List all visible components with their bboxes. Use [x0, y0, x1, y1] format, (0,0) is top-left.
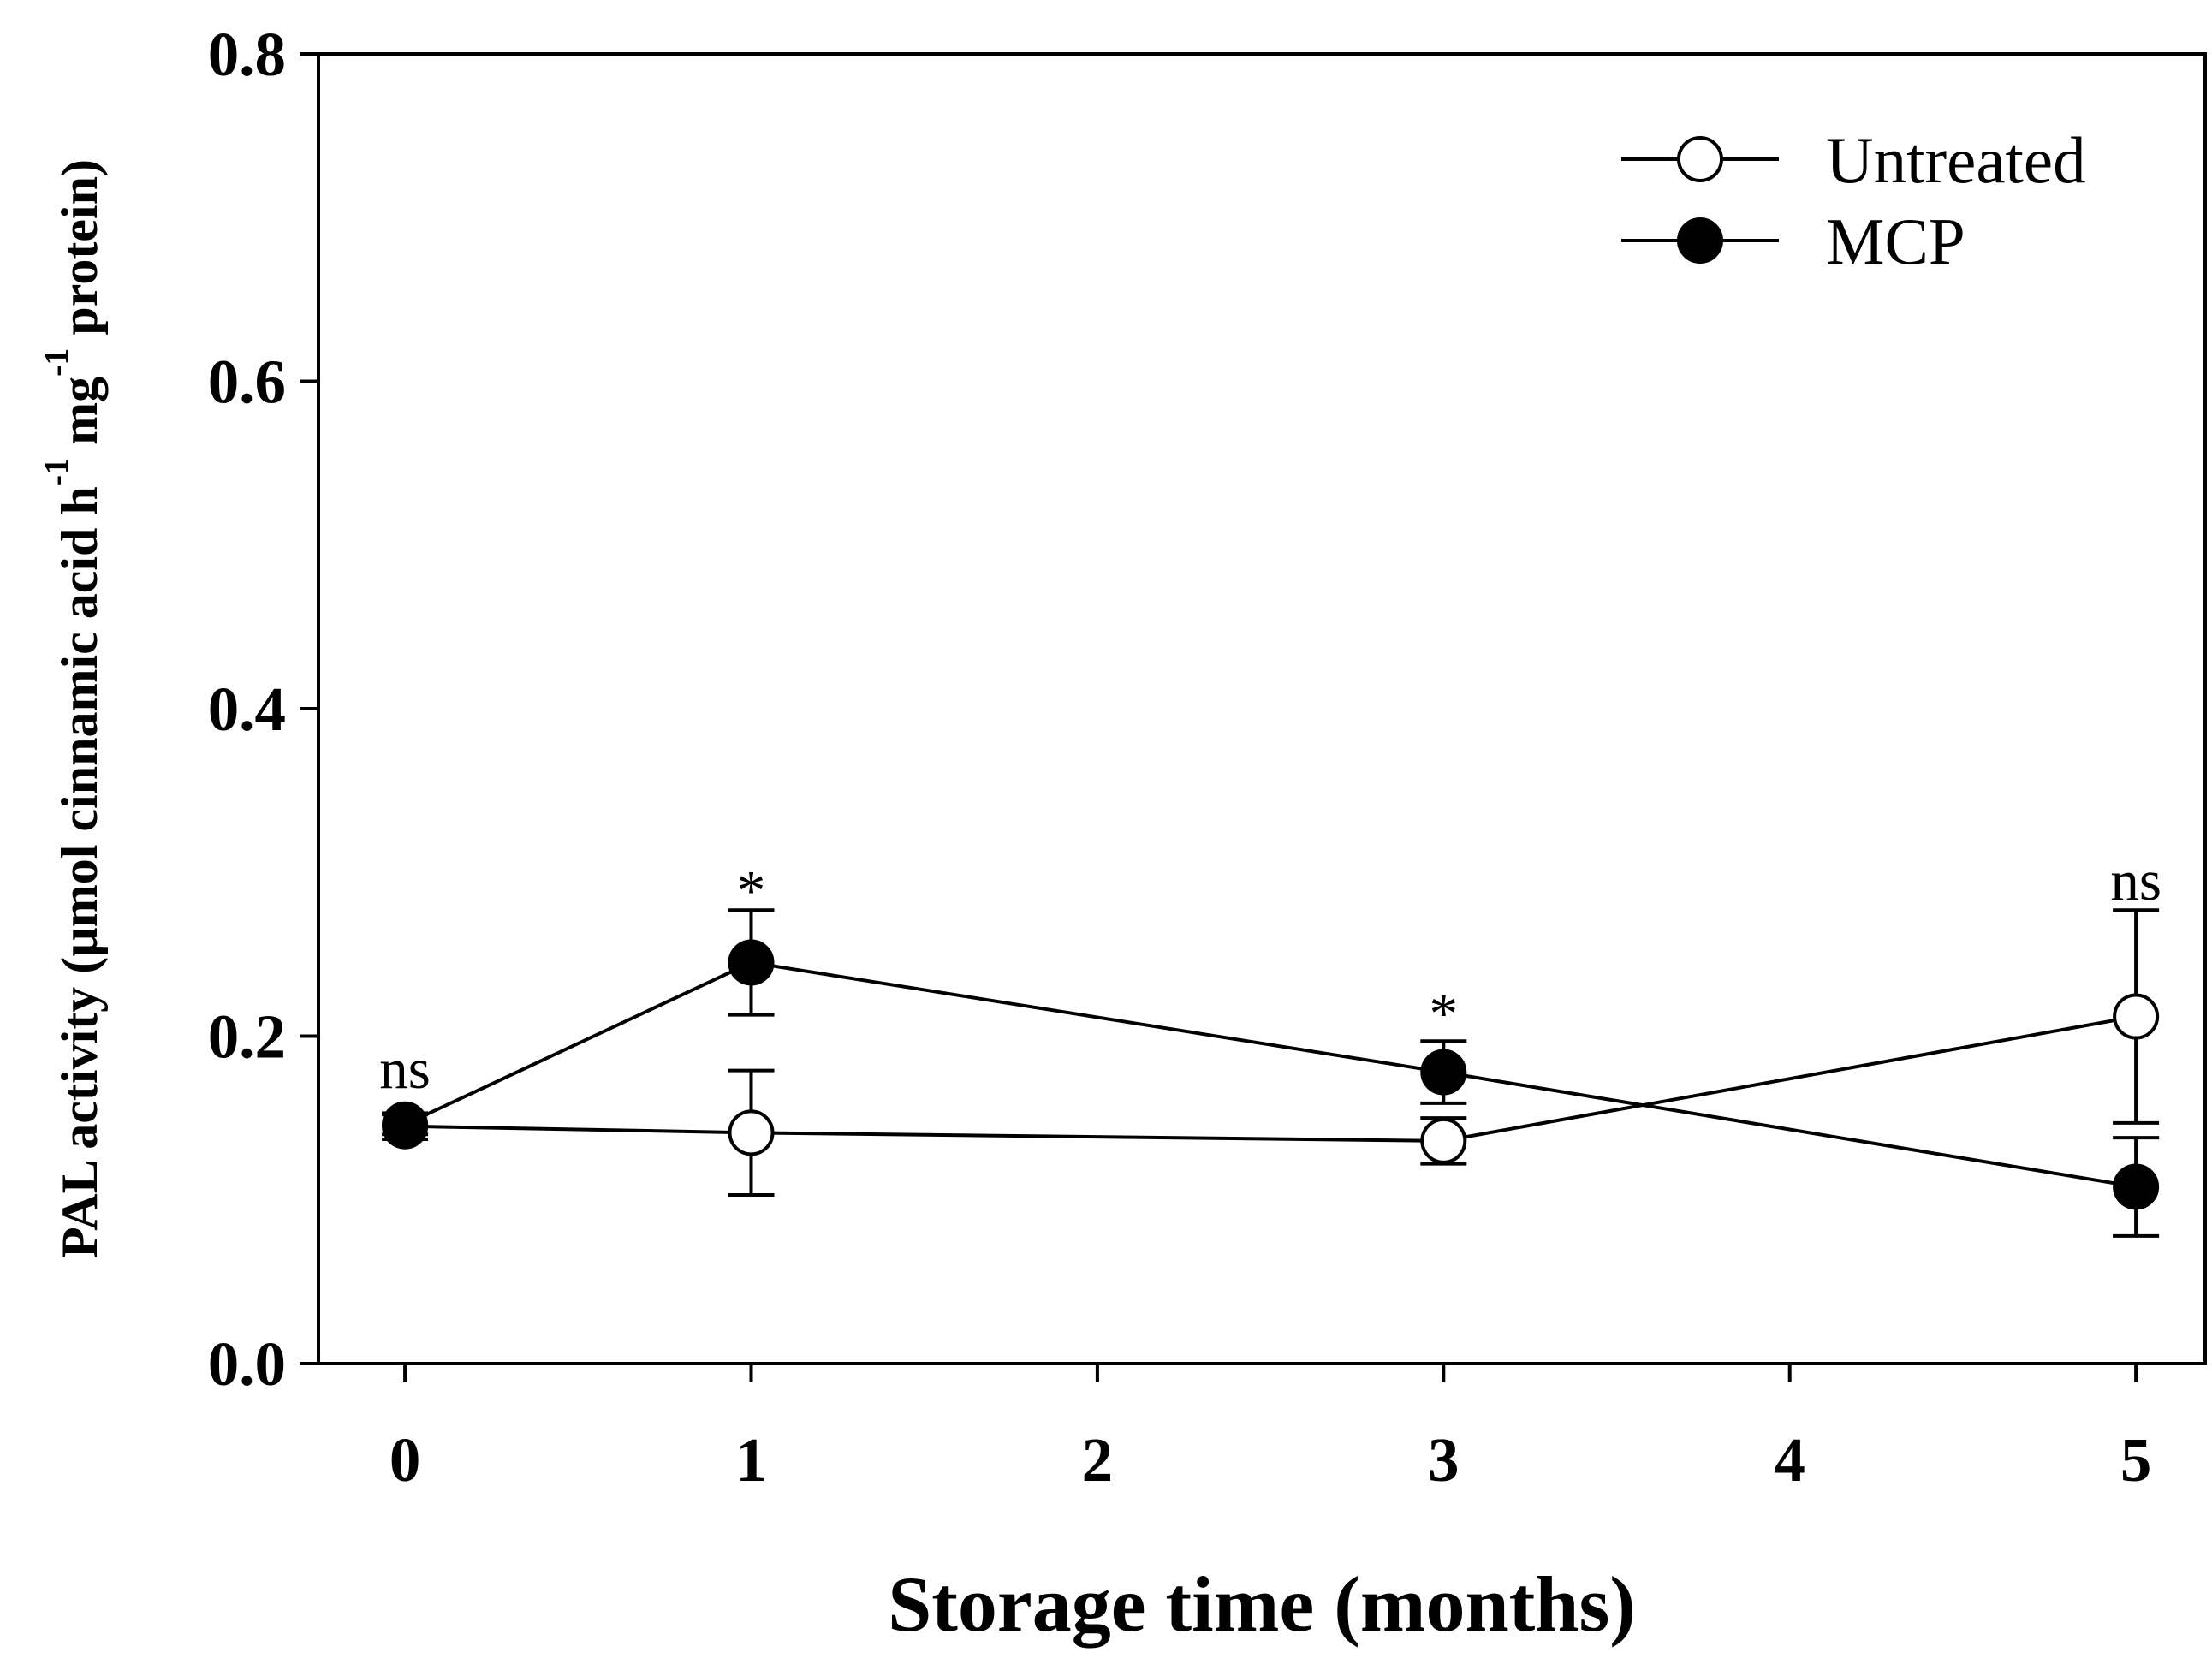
annotations: ns * * ns — [379, 849, 2161, 1101]
point-untreated-5 — [2113, 993, 2160, 1040]
point-mcp-0 — [382, 1101, 429, 1148]
legend-marker-untreated — [1677, 136, 1723, 182]
y-axis-title-sup2: -1 — [37, 348, 75, 377]
point-mcp-5 — [2113, 1163, 2160, 1210]
point-untreated-3 — [1420, 1117, 1467, 1164]
x-tick-label-3: 3 — [1428, 1425, 1460, 1495]
x-tick-label-0: 0 — [389, 1425, 421, 1495]
axis-ticks: 0 1 2 3 4 5 0.0 0.2 0.4 0.6 0.8 — [208, 20, 2152, 1495]
annotation-3: ns — [2110, 849, 2161, 912]
y-tick-label-0.6: 0.6 — [208, 348, 286, 417]
y-tick-label-0.0: 0.0 — [208, 1329, 286, 1399]
x-tick-label-5: 5 — [2120, 1425, 2152, 1495]
legend: Untreated MCP — [1621, 123, 2086, 278]
annotation-1: * — [737, 859, 766, 923]
y-tick-label-0.8: 0.8 — [208, 20, 286, 89]
series-line-untreated — [405, 1014, 2137, 1143]
y-tick-label-0.2: 0.2 — [208, 1002, 286, 1072]
x-tick-label-4: 4 — [1774, 1425, 1805, 1495]
y-axis-title-end: protein) — [51, 159, 108, 348]
legend-label-mcp: MCP — [1826, 205, 1965, 278]
series-markers — [382, 939, 2160, 1210]
y-tick-label-0.4: 0.4 — [208, 675, 286, 744]
y-axis-title-main: PAL activity (µmol cinnamic acid h — [51, 486, 108, 1258]
x-tick-label-2: 2 — [1082, 1425, 1114, 1495]
legend-marker-mcp — [1677, 217, 1723, 264]
y-axis-title-mid: mg — [51, 377, 108, 458]
series-line-mcp — [404, 960, 2137, 1189]
annotation-0: ns — [379, 1037, 431, 1101]
legend-label-untreated: Untreated — [1826, 123, 2086, 197]
annotation-2: * — [1430, 982, 1459, 1045]
series-lines — [404, 960, 2137, 1189]
point-mcp-3 — [1420, 1049, 1467, 1096]
x-axis-title: Storage time (months) — [888, 1560, 1636, 1648]
y-axis-title-sup1: -1 — [37, 458, 75, 486]
x-tick-label-1: 1 — [735, 1425, 767, 1495]
point-untreated-1 — [728, 1109, 775, 1156]
y-axis-title: PAL activity (µmol cinnamic acid h-1 mg-… — [37, 159, 108, 1258]
point-mcp-1 — [728, 939, 775, 986]
